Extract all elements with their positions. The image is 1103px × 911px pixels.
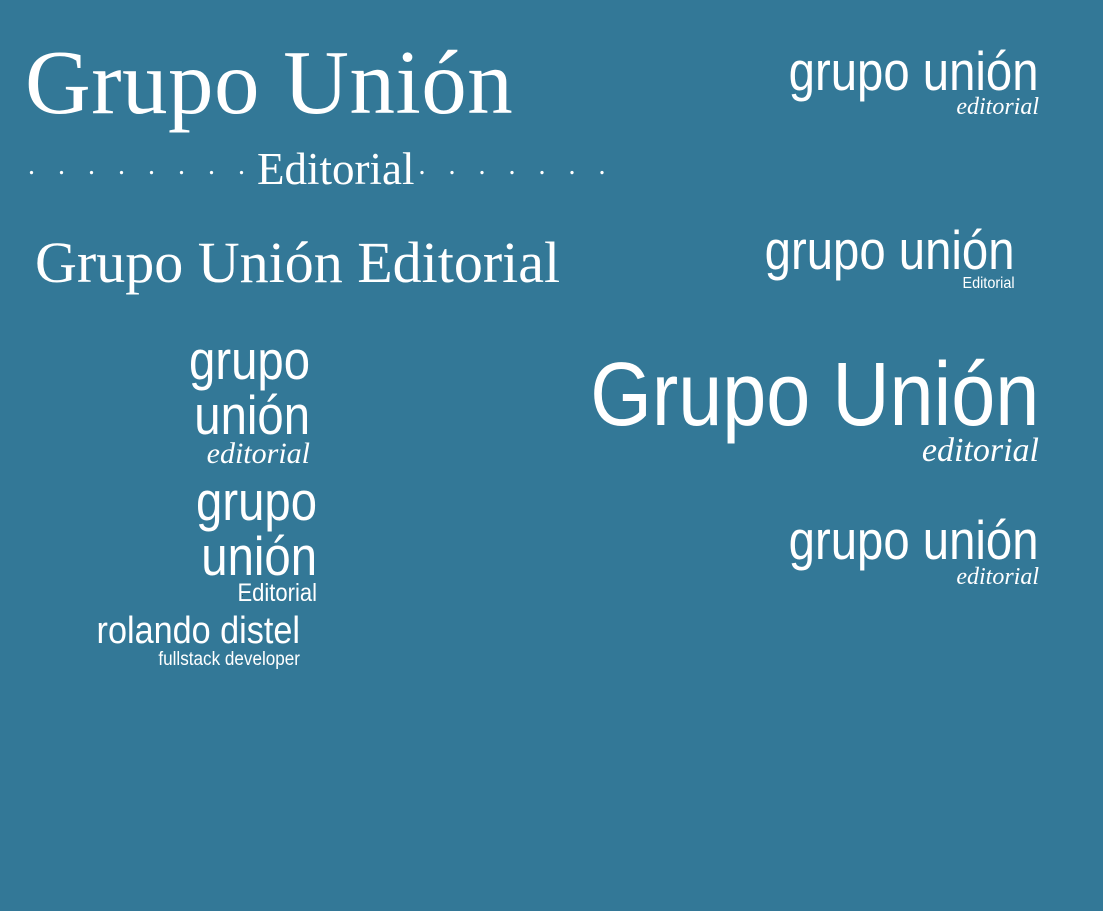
logo-tagline: editorial: [956, 94, 1039, 120]
author-signature: rolando distel fullstack developer: [66, 612, 300, 669]
logo-variant-left-italic-tag: grupo unión editorial: [36, 333, 310, 469]
logo-variant-left-sans-tag: grupo unión Editorial: [43, 474, 317, 606]
dots-right-divider: . . . . . . .: [418, 149, 614, 181]
logo-wordmark: grupo unión: [765, 219, 1015, 281]
logo-tagline: Editorial: [237, 579, 317, 607]
logo-wordmark: grupo unión: [196, 470, 317, 587]
logo-wordmark: grupo unión: [789, 40, 1039, 102]
logo-tagline: editorial: [956, 564, 1039, 590]
logo-wordmark: grupo unión: [189, 329, 310, 446]
author-role: fullstack developer: [158, 649, 300, 670]
dots-left-divider: . . . . . . . .: [28, 149, 253, 181]
stray-dot: [242, 595, 243, 596]
logo-variant-large-right: Grupo Unión editorial: [529, 350, 1039, 468]
logo-serif-single-line: Grupo Unión Editorial: [35, 230, 561, 295]
logo-tagline: Editorial: [962, 275, 1015, 292]
logo-variant-bottom-right: grupo unión editorial: [748, 509, 1039, 590]
logo-variant-right-small-tag: grupo unión Editorial: [724, 223, 1015, 292]
logo-tagline: editorial: [921, 432, 1039, 469]
logo-serif-large-subtitle-row: . . . . . . . . Editorial . . . . . . .: [28, 147, 638, 192]
logo-tagline: editorial: [206, 437, 310, 470]
logo-serif-large-title: Grupo Unión: [25, 32, 514, 133]
author-name: rolando distel: [96, 610, 300, 652]
logo-wordmark: Grupo Unión: [589, 345, 1039, 445]
logo-wordmark: grupo unión: [789, 509, 1039, 571]
logo-serif-large-subtitle: Editorial: [257, 144, 415, 194]
logo-variant-top-right: grupo unión editorial: [748, 40, 1039, 120]
